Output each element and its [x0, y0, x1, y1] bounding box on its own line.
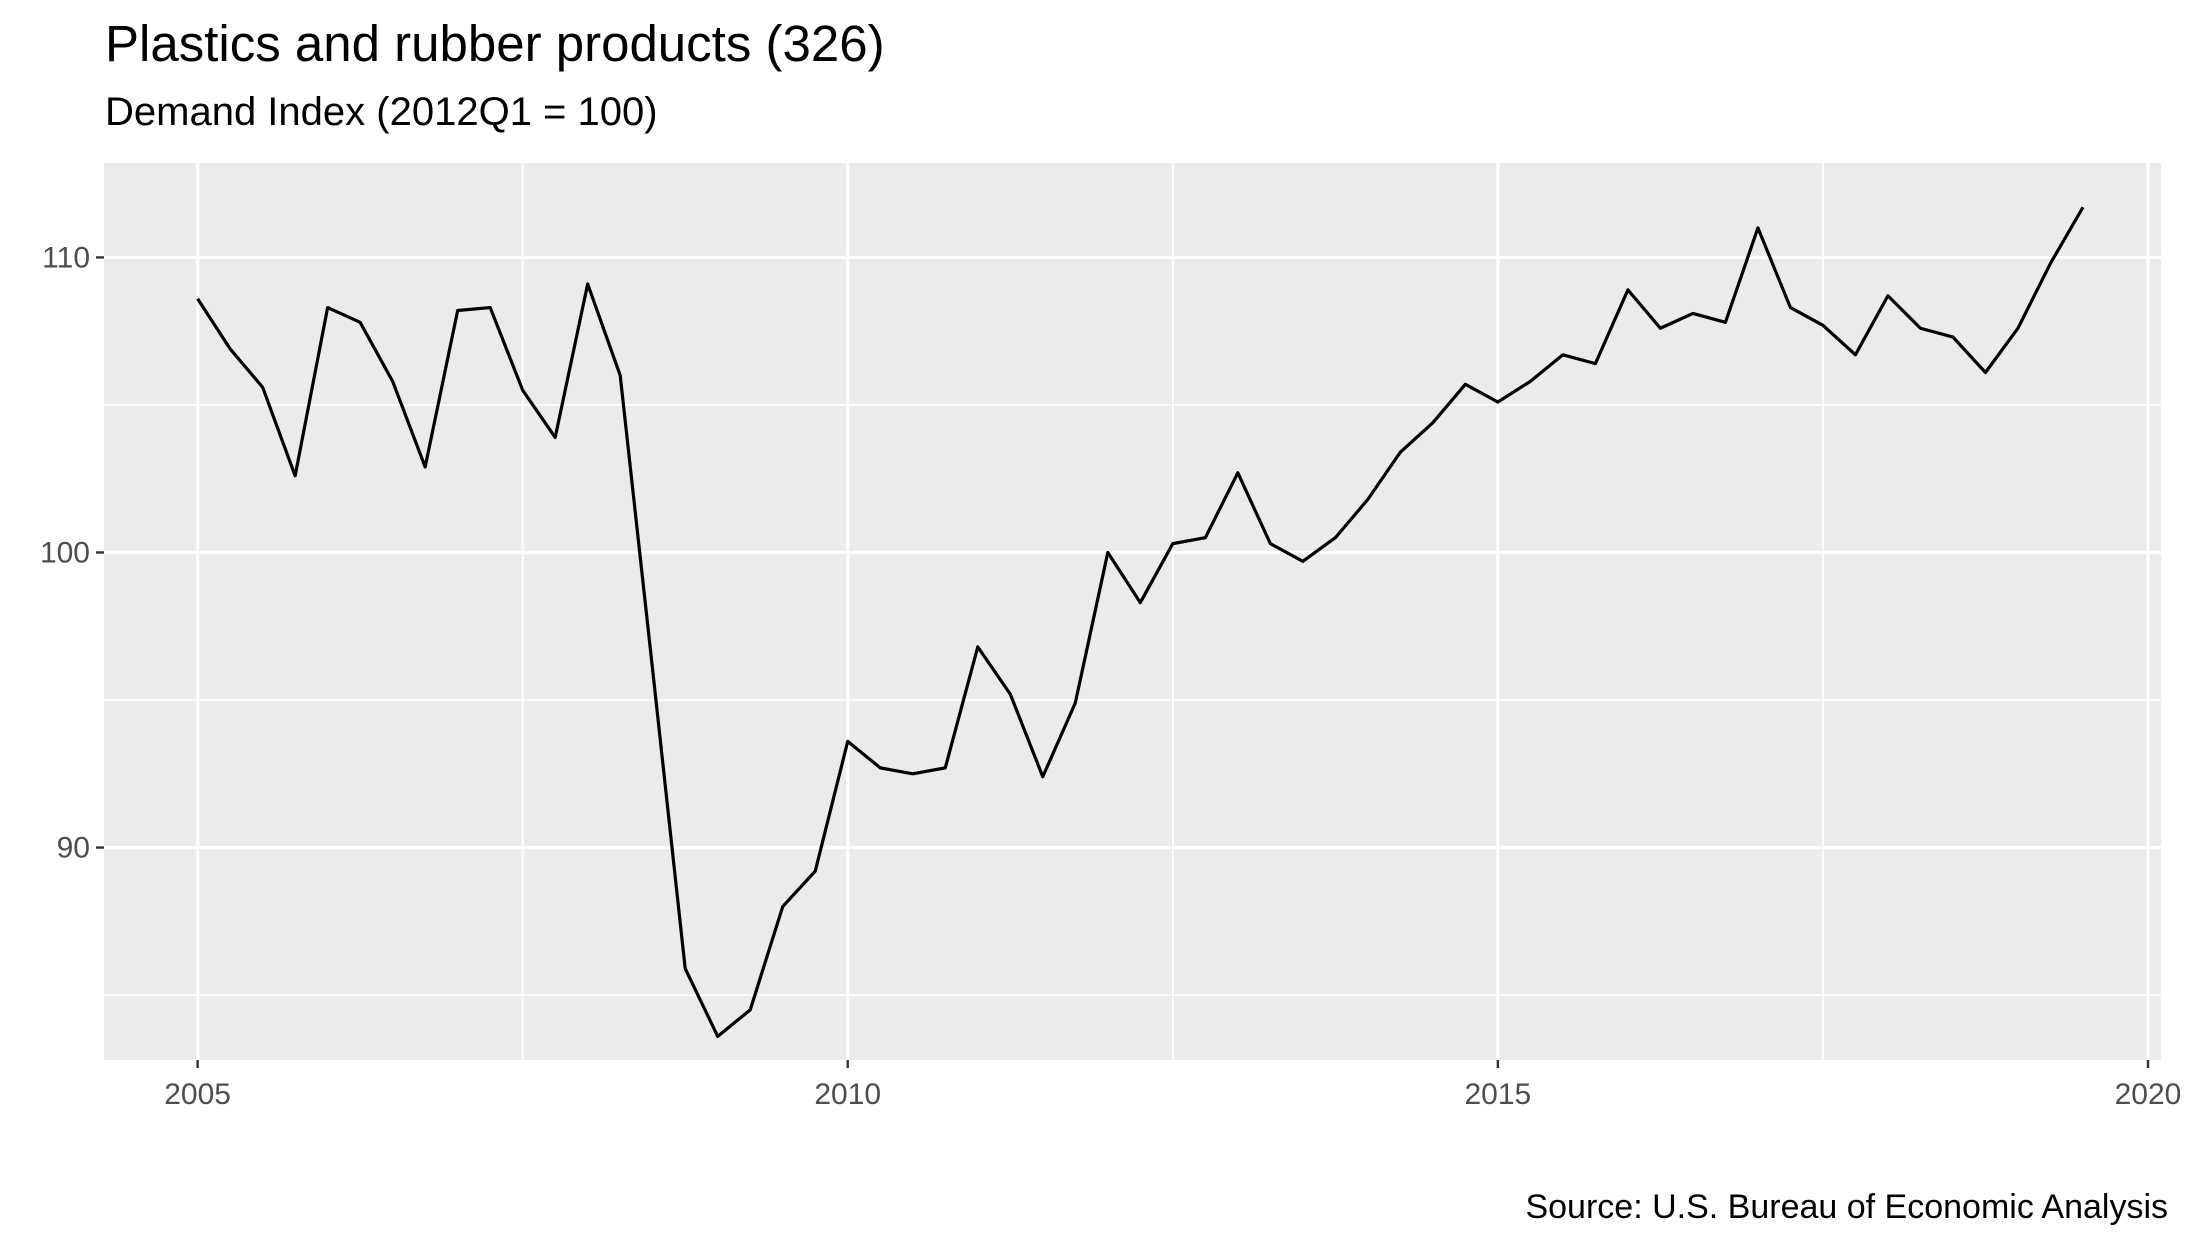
y-tick-label: 100 [40, 536, 90, 569]
series-line [196, 206, 2085, 1038]
major-gridlines [104, 163, 2161, 1060]
series-group [196, 206, 2085, 1038]
plot-panel [104, 163, 2161, 1060]
chart-subtitle: Demand Index (2012Q1 = 100) [105, 90, 658, 134]
tick-labels: 2005 2010 2015 2020 90 100 110 [40, 241, 2181, 1111]
y-tick-label: 90 [57, 832, 90, 865]
chart-caption: Source: U.S. Bureau of Economic Analysis [1525, 1188, 2168, 1226]
x-tick-label: 2015 [1464, 1078, 1531, 1111]
y-tick-label: 110 [42, 241, 90, 274]
axis-ticks [96, 256, 2150, 1068]
minor-gridlines [104, 163, 2161, 1060]
x-tick-label: 2020 [2115, 1078, 2182, 1111]
x-tick-label: 2010 [814, 1078, 881, 1111]
x-tick-label: 2005 [164, 1078, 231, 1111]
chart-title: Plastics and rubber products (326) [105, 15, 885, 72]
